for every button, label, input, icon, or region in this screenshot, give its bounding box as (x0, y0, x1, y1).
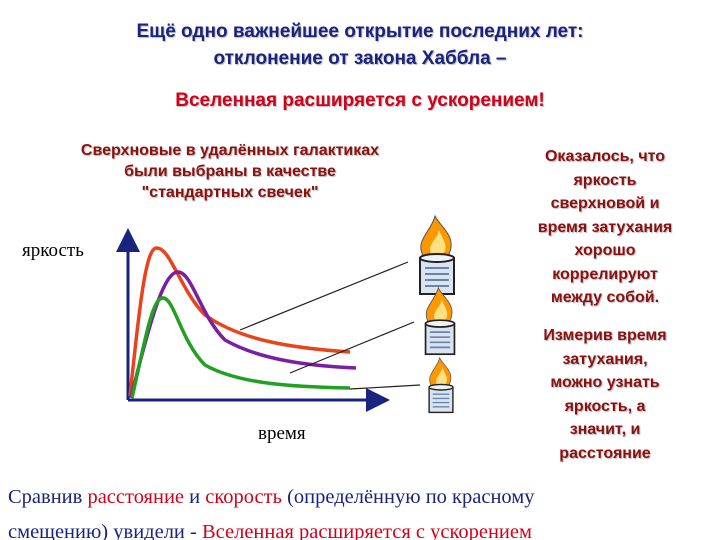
text-line: сверхновой и (550, 195, 660, 212)
connectors (239, 261, 421, 390)
candle-icon (424, 287, 456, 356)
candle-icon (419, 215, 455, 295)
text: и (184, 486, 206, 508)
right-text: Измерив время затухания, можно узнать яр… (510, 324, 700, 465)
highlight: расстояние (87, 486, 185, 508)
text-line: были выбраны в качестве (124, 163, 336, 180)
text: Сравнив (8, 486, 88, 508)
candle-icon (428, 357, 454, 414)
text-line: коррелируют (552, 265, 658, 283)
text-line: значит, и (569, 421, 641, 438)
text: (определённую по красному (281, 486, 535, 508)
title-line: Ещё одно важнейшее открытие последних ле… (136, 21, 584, 42)
text-line: "стандартных свечек" (141, 184, 319, 201)
text-line: Сверхновые в удалённых галактиках (80, 142, 380, 159)
text-line: затухания, (562, 350, 648, 368)
title-line: отклонение от закона Хаббла – (213, 48, 507, 69)
text-line: между собой. (550, 289, 660, 306)
conclusion: Сравнив расстояние и скорость (определён… (8, 480, 718, 540)
text-line: яркость (573, 171, 637, 189)
y-axis-label: яркость (22, 240, 84, 261)
text-line: хорошо (574, 242, 636, 259)
left-text: Сверхновые в удалённых галактиках были в… (30, 140, 430, 203)
light-curves (128, 246, 357, 399)
subtitle: Вселенная расширяется с ускорением! (175, 90, 545, 111)
title: Ещё одно важнейшее открытие последних ле… (20, 18, 700, 72)
highlight: Вселенная расширяется с ускорением (201, 521, 532, 540)
x-axis-label: время (258, 423, 306, 444)
highlight: скорость (205, 486, 282, 508)
right-text: Оказалось, что яркость сверхновой и врем… (510, 145, 700, 310)
text: смещению) увидели - (8, 521, 202, 540)
text-line: время затухания (537, 218, 673, 236)
text-line: Оказалось, что (544, 148, 665, 165)
text-line: яркость, а (564, 397, 646, 415)
text-line: расстояние (559, 444, 651, 462)
text-line: можно узнать (550, 374, 660, 391)
text-line: Измерив время (543, 327, 667, 344)
axes (116, 228, 390, 412)
